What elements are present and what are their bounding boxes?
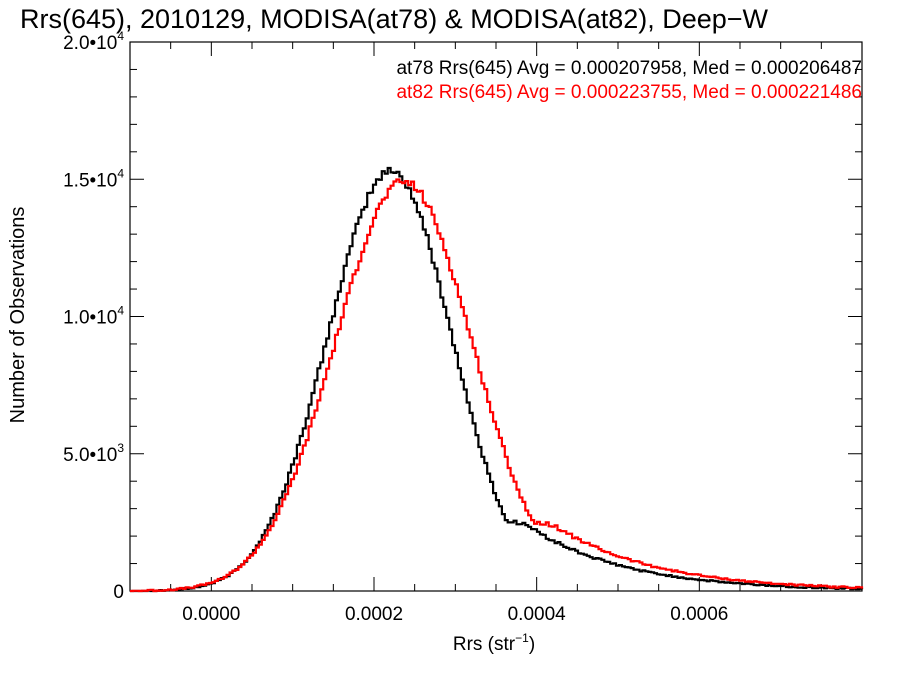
x-axis-label-close: ): [529, 634, 535, 655]
y-tick-label-exponent: 3: [117, 441, 124, 455]
chart-title: Rrs(645), 2010129, MODISA(at78) & MODISA…: [20, 4, 769, 34]
y-tick-label: 1.5•104: [63, 166, 124, 191]
y-tick-label: 1.0•104: [63, 304, 124, 329]
y-tick-label-base: 1.5•10: [63, 170, 117, 191]
x-axis-label: Rrs (str−1): [453, 631, 535, 655]
x-axis-label-exponent: −1: [515, 631, 529, 645]
y-tick-label-exponent: 4: [117, 166, 124, 180]
x-tick-label: 0.0006: [670, 604, 728, 625]
series-line-at82: [130, 178, 864, 593]
x-axis-label-main: Rrs (str: [453, 634, 516, 655]
y-tick-label: 2.0•104: [63, 29, 124, 54]
y-tick-label-exponent: 4: [117, 304, 124, 318]
x-tick-label: 0.0002: [345, 604, 403, 625]
series-line-at78: [130, 166, 864, 593]
x-tick-label: 0.0004: [508, 604, 567, 625]
x-tick-label: 0.0000: [182, 604, 240, 625]
legend-entry-at78: at78 Rrs(645) Avg = 0.000207958, Med = 0…: [396, 58, 862, 79]
legend-entry-at82: at82 Rrs(645) Avg = 0.000223755, Med = 0…: [396, 82, 862, 103]
y-tick-label-base: 1.0•10: [63, 308, 117, 329]
y-axis-label: Number of Observations: [7, 207, 29, 424]
y-tick-label: 0: [113, 582, 124, 603]
y-tick-label: 5.0•103: [63, 441, 124, 466]
plot-frame: [129, 41, 863, 592]
y-tick-label-exponent: 4: [117, 29, 124, 43]
y-tick-label-base: 5.0•10: [63, 445, 117, 466]
y-tick-label-base: 0: [113, 582, 124, 603]
y-tick-label-base: 2.0•10: [63, 33, 117, 54]
